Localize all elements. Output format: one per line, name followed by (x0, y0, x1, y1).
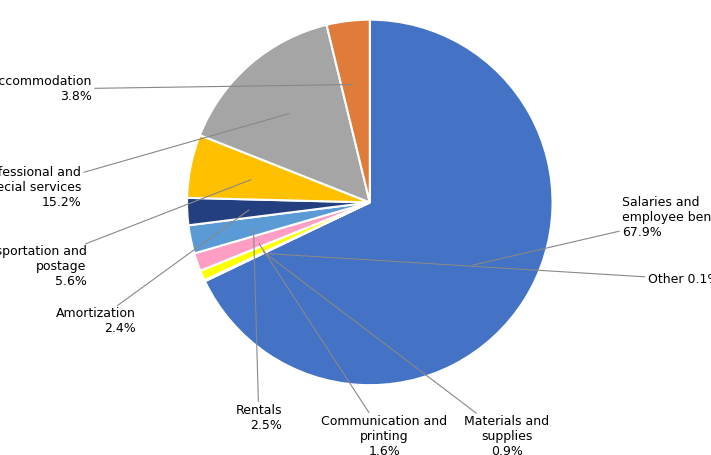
Text: Transportation and
postage
5.6%: Transportation and postage 5.6% (0, 180, 251, 288)
Text: Communication and
printing
1.6%: Communication and printing 1.6% (259, 243, 447, 455)
Wedge shape (187, 135, 370, 202)
Text: Amortization
2.4%: Amortization 2.4% (56, 210, 249, 335)
Text: Salaries and
employee benefits
67.9%: Salaries and employee benefits 67.9% (473, 196, 711, 265)
Wedge shape (194, 202, 370, 271)
Wedge shape (326, 20, 370, 202)
Wedge shape (200, 25, 370, 202)
Text: Accommodation
3.8%: Accommodation 3.8% (0, 75, 353, 103)
Text: Materials and
supplies
0.9%: Materials and supplies 0.9% (263, 252, 550, 455)
Text: Other 0.1%: Other 0.1% (265, 253, 711, 286)
Text: Rentals
2.5%: Rentals 2.5% (235, 229, 282, 432)
Wedge shape (188, 202, 370, 253)
Wedge shape (205, 202, 370, 281)
Wedge shape (205, 20, 552, 385)
Wedge shape (187, 198, 370, 225)
Text: Professional and
special services
15.2%: Professional and special services 15.2% (0, 114, 289, 209)
Wedge shape (201, 202, 370, 280)
